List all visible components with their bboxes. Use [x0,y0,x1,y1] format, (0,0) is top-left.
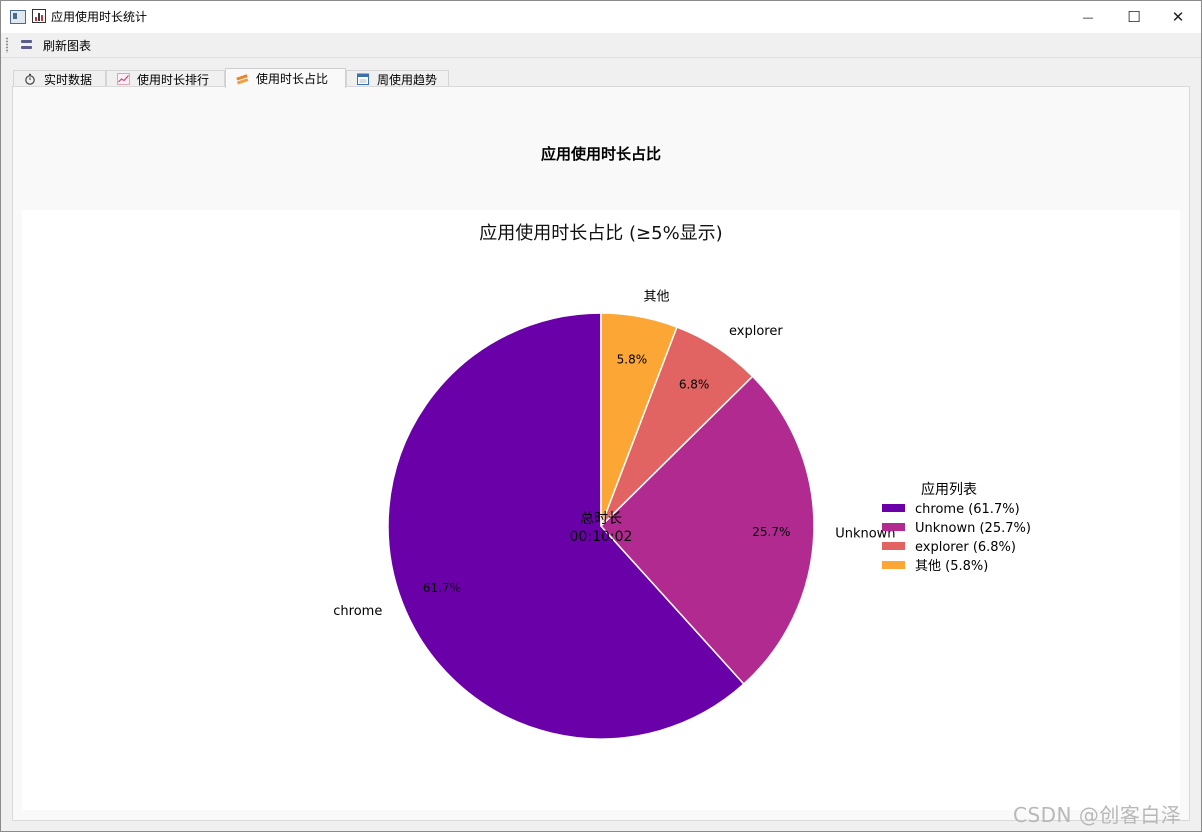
stopwatch-icon [24,73,36,85]
tab-usage-ranking[interactable]: 使用时长排行 [106,70,225,87]
watermark: CSDN @创客白泽 [1013,803,1182,827]
legend-swatch [882,561,905,569]
toolbar-grip-handle[interactable] [6,37,8,53]
center-total-value: 00:10:02 [570,529,633,545]
tab-label: 使用时长排行 [137,72,210,87]
tab-realtime-data[interactable]: 实时数据 [13,70,106,87]
maximize-button[interactable]: ☐ [1111,1,1157,33]
tab-label: 使用时长占比 [256,72,329,86]
minimize-icon: — [1082,10,1094,24]
pie-slice-1 [599,375,815,686]
legend-swatch [882,523,905,531]
chart-title: 应用使用时长占比 (≥5%显示) [479,223,722,244]
minimize-button[interactable]: — [1065,1,1111,33]
slice-percent-label: 61.7% [423,581,461,595]
window-title: 应用使用时长统计 [51,10,148,24]
legend-title: 应用列表 [921,481,977,498]
maximize-icon: ☐ [1127,8,1141,26]
tab-label: 周使用趋势 [377,72,438,87]
tab-panel-usage-share: 应用使用时长占比 应用使用时长占比 (≥5%显示) 61.7% chrome 25.… [12,86,1190,821]
app-icon [10,10,26,24]
legend-swatch [882,542,905,550]
slice-percent-label: 6.8% [679,377,710,391]
tab-usage-share[interactable]: 使用时长占比 [225,68,346,88]
slice-name-label: explorer [729,324,783,339]
legend-entry: 其他 (5.8%) [915,559,988,574]
panel-title: 应用使用时长占比 [540,145,661,163]
toolbar: 刷新图表 [1,33,1201,58]
slice-percent-label: 5.8% [617,352,648,366]
legend-entry: Unknown (25.7%) [915,521,1031,536]
center-total-label: 总时长 [580,511,622,527]
pie-labels: 61.7% chrome 25.7% Unknown 6.8% explorer 5.8% 其… [333,290,895,620]
refresh-icon [19,38,35,52]
legend-entry: chrome (61.7%) [915,502,1020,517]
pie-chart: 应用使用时长占比 (≥5%显示) 61.7% chrome 25.7% Unknown… [333,223,1031,740]
legend-swatch [882,504,905,512]
title-bar[interactable]: 应用使用时长统计 — ☐ ✕ [1,1,1201,33]
slice-name-label: Unknown [835,527,895,542]
slice-percent-label: 25.7% [752,525,790,539]
legend-entry: explorer (6.8%) [915,540,1016,555]
pie-chart-icon [236,73,249,85]
slice-name-label: chrome [333,604,382,619]
pie-slice-0 [387,312,745,740]
bar-chart-icon [32,9,46,23]
close-icon: ✕ [1171,8,1185,26]
tab-weekly-trend[interactable]: 周使用趋势 [346,70,449,87]
tab-label: 实时数据 [44,72,93,87]
pie-slice-3 [600,312,678,527]
calendar-icon [357,73,369,85]
trend-chart-icon [117,73,130,85]
refresh-chart-label: 刷新图表 [43,38,92,53]
chart-area: 应用使用时长占比 (≥5%显示) 61.7% chrome 25.7% Unknown… [22,210,1180,810]
chart-legend: 应用列表 chrome (61.7%) Unknown (25.7%) explor… [882,481,1031,574]
pie-slices [387,312,815,740]
refresh-chart-button[interactable]: 刷新图表 [19,34,91,56]
slice-name-label: 其他 [643,290,669,305]
close-button[interactable]: ✕ [1155,1,1201,33]
